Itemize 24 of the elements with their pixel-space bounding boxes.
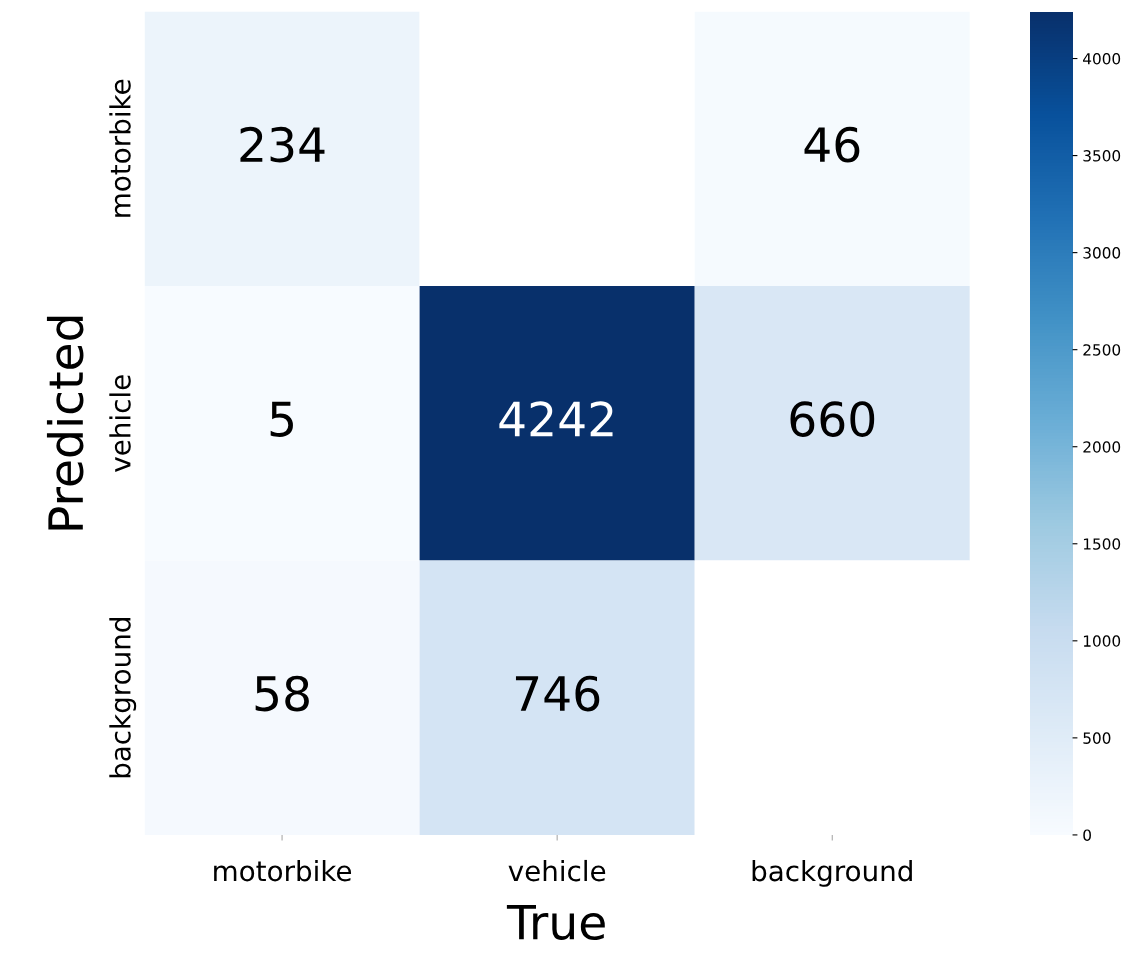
data-label: 746: [515, 675, 600, 712]
color-bar-label: 4000: [1083, 52, 1121, 65]
y-tick-label: motorbike: [109, 79, 131, 217]
data-label: 4242: [499, 401, 613, 437]
color-bar-label: 1000: [1083, 635, 1121, 647]
color-bar-label: 0: [1083, 829, 1091, 841]
data-label: 234: [240, 126, 325, 163]
color-bar-label: 3000: [1083, 247, 1121, 259]
y-tick-label: background: [109, 618, 137, 778]
data-label: 660: [790, 401, 875, 437]
x-tick-label: background: [752, 859, 912, 887]
color-bar-label: 1500: [1083, 538, 1121, 550]
color-bar-label: 2500: [1083, 344, 1121, 356]
x-tick-label: vehicle: [508, 859, 606, 882]
data-label: 58: [255, 675, 309, 712]
y-tick-label: vehicle: [109, 375, 131, 472]
color-bar-label: 3500: [1083, 150, 1121, 162]
x-axis-title: True: [506, 904, 605, 941]
color-bar-label: 2000: [1083, 441, 1121, 453]
x-tick-label: motorbike: [214, 859, 352, 882]
color-bar-label: 500: [1083, 732, 1111, 744]
data-label: 46: [804, 126, 860, 163]
y-axis-title: Predicted: [46, 316, 84, 530]
data-label: 5: [270, 401, 293, 437]
